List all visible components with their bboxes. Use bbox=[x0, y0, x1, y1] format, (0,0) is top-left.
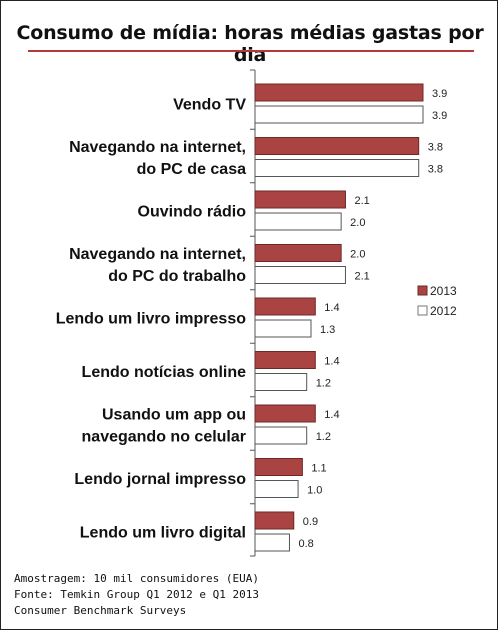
bar-2012 bbox=[254, 319, 312, 338]
bar-2012 bbox=[254, 426, 308, 445]
title-underline bbox=[28, 50, 474, 52]
data-label-2013: 1.4 bbox=[324, 356, 339, 368]
legend-swatch-2013 bbox=[417, 285, 428, 296]
legend-label-2013: 2013 bbox=[430, 284, 457, 298]
data-label-2012: 3.8 bbox=[428, 164, 443, 176]
category-label: navegando no celular bbox=[82, 429, 246, 446]
bar-2013 bbox=[254, 404, 316, 423]
data-label-2012: 1.3 bbox=[320, 324, 335, 336]
data-label-2012: 3.9 bbox=[432, 110, 447, 122]
bar-2013 bbox=[254, 244, 342, 262]
bar-2013 bbox=[254, 190, 346, 209]
category-label: Lendo um livro impresso bbox=[56, 311, 246, 328]
bar-2013 bbox=[254, 511, 295, 530]
chart-title: Consumo de mídia: horas médias gastas po… bbox=[16, 22, 484, 66]
category-label: do PC do trabalho bbox=[108, 268, 246, 285]
legend-label-2012: 2012 bbox=[430, 304, 457, 318]
data-label-2013: 1.4 bbox=[324, 409, 339, 421]
data-label-2012: 0.8 bbox=[298, 538, 313, 550]
category-label: Navegando na internet, bbox=[69, 246, 246, 263]
category-label: Ouvindo rádio bbox=[138, 204, 247, 221]
bar-2012 bbox=[254, 533, 290, 552]
bar-2012 bbox=[254, 212, 342, 231]
category-label: Usando um app ou bbox=[102, 407, 246, 424]
category-label: Lendo notícias online bbox=[82, 364, 247, 381]
category-label: Navegando na internet, bbox=[69, 139, 246, 156]
data-label-2013: 1.1 bbox=[311, 463, 326, 475]
category-label: Lendo jornal impresso bbox=[74, 471, 246, 488]
data-label-2012: 2.0 bbox=[350, 217, 365, 229]
data-label-2013: 2.1 bbox=[354, 195, 369, 207]
data-label-2013: 1.4 bbox=[324, 302, 339, 314]
footnote-survey: Consumer Benchmark Surveys bbox=[14, 604, 187, 617]
footnote-sample: Amostragem: 10 mil consumidores (EUA) bbox=[14, 572, 260, 585]
data-label-2013: 3.8 bbox=[428, 142, 443, 154]
category-label: do PC de casa bbox=[137, 161, 246, 178]
data-label-2013: 0.9 bbox=[303, 516, 318, 528]
bar-2013 bbox=[254, 458, 303, 476]
footnotes: Amostragem: 10 mil consumidores (EUA) Fo… bbox=[14, 571, 259, 619]
bar-2013 bbox=[254, 83, 424, 102]
bar-2013 bbox=[254, 351, 316, 369]
bar-2012 bbox=[254, 159, 420, 177]
bar-2012 bbox=[254, 480, 299, 498]
bar-2012 bbox=[254, 373, 308, 391]
footnote-source: Fonte: Temkin Group Q1 2012 e Q1 2013 bbox=[14, 588, 260, 601]
bar-2012 bbox=[254, 105, 424, 124]
data-label-2012: 1.2 bbox=[316, 378, 331, 390]
bar-2012 bbox=[254, 266, 346, 284]
data-label-2012: 2.1 bbox=[354, 271, 369, 283]
legend-swatch-2012 bbox=[417, 305, 428, 316]
data-label-2012: 1.2 bbox=[316, 431, 331, 443]
bar-2013 bbox=[254, 297, 316, 316]
category-label: Lendo um livro digital bbox=[80, 525, 246, 542]
bar-2013 bbox=[254, 137, 420, 155]
data-label-2012: 1.0 bbox=[307, 485, 322, 497]
data-label-2013: 3.9 bbox=[432, 88, 447, 100]
data-label-2013: 2.0 bbox=[350, 249, 365, 261]
category-label: Vendo TV bbox=[173, 97, 246, 114]
